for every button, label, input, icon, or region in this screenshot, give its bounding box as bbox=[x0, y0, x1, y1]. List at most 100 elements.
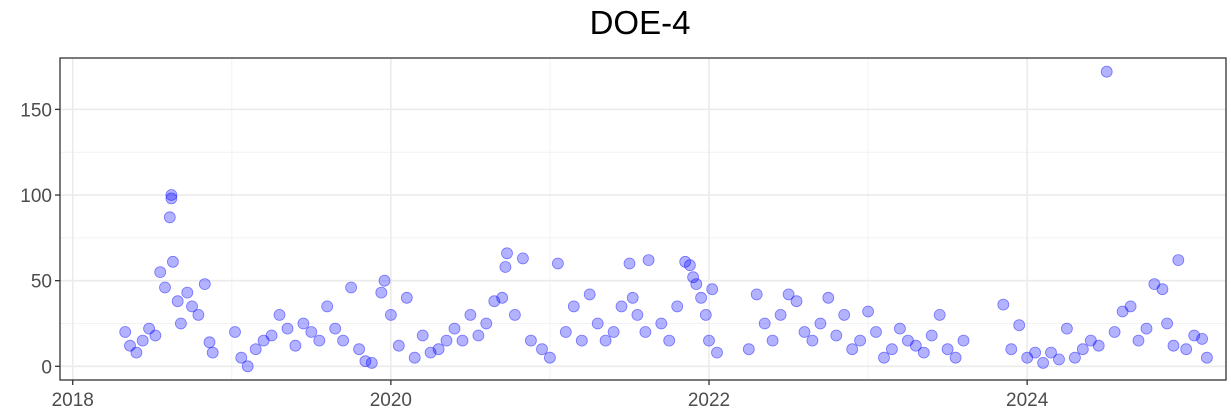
data-point bbox=[1045, 346, 1057, 359]
data-point bbox=[639, 326, 652, 338]
data-point bbox=[631, 308, 644, 321]
data-point bbox=[886, 343, 898, 356]
data-point bbox=[703, 334, 715, 347]
data-point bbox=[758, 317, 771, 330]
data-point bbox=[671, 300, 684, 313]
data-point bbox=[297, 317, 310, 330]
data-point bbox=[1167, 339, 1180, 352]
data-point bbox=[1172, 254, 1185, 267]
data-point bbox=[174, 317, 187, 330]
data-point bbox=[472, 329, 485, 342]
data-point bbox=[615, 300, 628, 313]
data-point bbox=[143, 322, 156, 335]
data-point bbox=[1124, 300, 1137, 313]
data-point bbox=[136, 334, 149, 347]
data-point bbox=[878, 351, 890, 364]
data-point bbox=[249, 343, 262, 356]
data-point bbox=[830, 329, 843, 342]
data-point bbox=[957, 334, 970, 347]
data-point bbox=[933, 308, 946, 321]
data-point bbox=[281, 322, 294, 335]
chart-title: DOE-4 bbox=[589, 4, 691, 41]
data-point bbox=[798, 326, 811, 338]
data-point bbox=[655, 317, 668, 330]
data-point bbox=[1132, 334, 1145, 347]
data-point bbox=[642, 254, 655, 267]
data-point bbox=[536, 343, 548, 356]
data-point bbox=[567, 300, 580, 313]
data-point bbox=[241, 360, 254, 373]
data-point bbox=[229, 326, 241, 338]
data-point bbox=[1021, 351, 1034, 364]
data-point bbox=[289, 339, 302, 352]
data-point bbox=[1069, 351, 1081, 364]
data-point bbox=[181, 286, 194, 299]
data-point bbox=[456, 334, 469, 347]
x-tick-label: 2020 bbox=[370, 390, 412, 411]
data-point bbox=[854, 334, 866, 347]
data-point bbox=[687, 271, 699, 284]
data-point bbox=[432, 343, 445, 356]
data-point bbox=[711, 346, 723, 359]
data-point bbox=[997, 298, 1010, 311]
data-point bbox=[552, 257, 564, 270]
data-point bbox=[353, 343, 366, 356]
data-point bbox=[119, 326, 132, 338]
data-point bbox=[257, 334, 270, 347]
data-point bbox=[894, 322, 906, 335]
data-point bbox=[206, 346, 219, 359]
data-point bbox=[345, 281, 358, 294]
x-tick-label: 2022 bbox=[688, 390, 730, 411]
data-point bbox=[154, 266, 167, 279]
data-point bbox=[1076, 343, 1089, 356]
data-point bbox=[400, 291, 413, 304]
data-point bbox=[440, 334, 453, 347]
data-point bbox=[265, 329, 278, 342]
data-point bbox=[1037, 356, 1049, 369]
data-point bbox=[1196, 332, 1208, 345]
data-point bbox=[1180, 343, 1193, 356]
data-point bbox=[384, 308, 397, 321]
data-point bbox=[1148, 278, 1161, 291]
y-tick-label: 150 bbox=[20, 100, 52, 121]
data-point bbox=[870, 326, 882, 338]
data-point bbox=[695, 291, 707, 304]
data-point bbox=[1140, 322, 1153, 335]
data-point bbox=[517, 252, 529, 265]
data-point bbox=[1053, 353, 1065, 366]
data-point bbox=[165, 189, 178, 201]
data-point bbox=[1156, 283, 1169, 296]
data-point bbox=[509, 308, 521, 321]
data-point bbox=[814, 317, 827, 330]
data-point bbox=[124, 339, 136, 352]
y-tick-label: 50 bbox=[31, 272, 52, 293]
x-tick-label: 2018 bbox=[52, 390, 94, 411]
data-point bbox=[949, 351, 962, 364]
data-point bbox=[766, 334, 779, 347]
data-point bbox=[329, 322, 342, 335]
data-point bbox=[684, 259, 696, 272]
data-point bbox=[159, 281, 171, 294]
data-point bbox=[192, 308, 205, 321]
data-point bbox=[501, 247, 513, 260]
data-point bbox=[525, 334, 537, 347]
data-point bbox=[496, 291, 509, 304]
data-point bbox=[806, 334, 819, 347]
data-point bbox=[575, 334, 588, 347]
data-point bbox=[1084, 334, 1097, 347]
data-point bbox=[392, 339, 405, 352]
data-point bbox=[774, 308, 787, 321]
data-point bbox=[273, 308, 286, 321]
data-point bbox=[1029, 346, 1041, 359]
data-point bbox=[706, 283, 719, 296]
data-point bbox=[679, 255, 692, 268]
data-point bbox=[198, 278, 211, 291]
data-point bbox=[1013, 319, 1026, 332]
data-point bbox=[1201, 351, 1213, 364]
data-point bbox=[1092, 339, 1105, 352]
data-point bbox=[917, 346, 930, 359]
data-point bbox=[163, 211, 176, 224]
data-point bbox=[149, 329, 162, 342]
data-point bbox=[591, 317, 604, 330]
data-point bbox=[408, 351, 421, 364]
